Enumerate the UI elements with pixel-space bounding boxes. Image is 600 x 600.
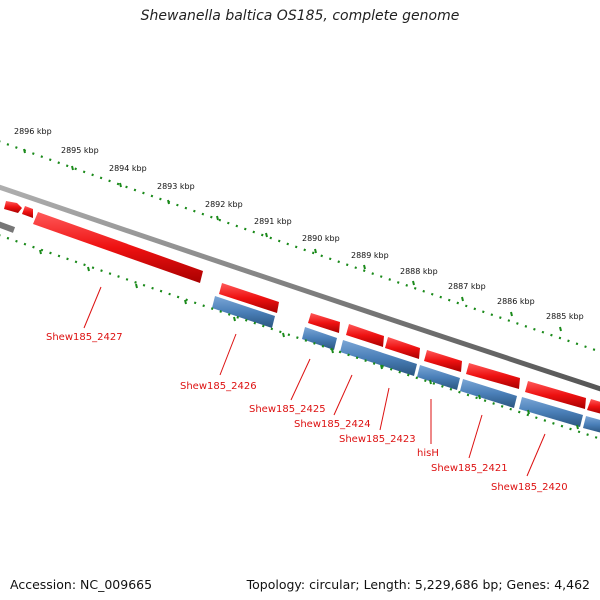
gene-leader-lines bbox=[83, 286, 546, 477]
ruler-labels: 2896 kbp 2895 kbp 2894 kbp 2893 kbp 2892… bbox=[14, 127, 584, 321]
genome-summary-text: Topology: circular; Length: 5,229,686 bp… bbox=[246, 577, 590, 592]
forward-gene-block bbox=[424, 350, 462, 372]
forward-genes bbox=[4, 201, 600, 414]
reverse-gene-block bbox=[340, 340, 417, 376]
reverse-gene-block bbox=[212, 296, 275, 328]
ruler-label: 2887 kbp bbox=[448, 282, 486, 291]
gene-label: Shew185_2426 bbox=[180, 381, 257, 392]
forward-gene-block bbox=[385, 337, 420, 359]
ruler-label: 2892 kbp bbox=[205, 200, 243, 209]
ruler-label: 2894 kbp bbox=[109, 164, 147, 173]
gene-label: Shew185_2427 bbox=[46, 332, 123, 343]
ruler-label: 2889 kbp bbox=[351, 251, 389, 260]
genome-title: Shewanella baltica OS185, complete genom… bbox=[140, 8, 460, 24]
accession-text: Accession: NC_009665 bbox=[10, 577, 153, 592]
ruler-label: 2886 kbp bbox=[497, 297, 535, 306]
forward-gene-block bbox=[346, 324, 384, 347]
ruler-label: 2896 kbp bbox=[14, 127, 52, 136]
outer-tick-ring bbox=[0, 140, 600, 353]
forward-gene-block bbox=[525, 381, 586, 409]
forward-gene-block bbox=[587, 399, 600, 414]
forward-gene-block bbox=[308, 313, 340, 333]
gene-label: Shew185_2425 bbox=[249, 404, 326, 415]
reverse-genes bbox=[212, 296, 600, 433]
ruler-label: 2888 kbp bbox=[400, 267, 438, 276]
gene-labels: Shew185_2427 Shew185_2426 Shew185_2425 S… bbox=[46, 332, 568, 493]
ruler-label: 2893 kbp bbox=[157, 182, 195, 191]
gene-label: Shew185_2424 bbox=[294, 419, 371, 430]
reverse-gene-block bbox=[519, 397, 583, 427]
ruler-label: 2885 kbp bbox=[546, 312, 584, 321]
reverse-gene-block bbox=[583, 416, 600, 433]
ruler-label: 2891 kbp bbox=[254, 217, 292, 226]
reverse-gene-block bbox=[302, 327, 337, 350]
gene-label: Shew185_2423 bbox=[339, 434, 416, 445]
forward-gene-block bbox=[33, 212, 203, 283]
forward-gene-block bbox=[466, 363, 520, 389]
genome-backbone bbox=[0, 184, 600, 392]
forward-gene-block bbox=[219, 283, 279, 313]
reverse-gene-block bbox=[460, 379, 517, 408]
gene-label: Shew185_2421 bbox=[431, 463, 508, 474]
forward-gene-block bbox=[22, 206, 33, 218]
gene-label: hisH bbox=[417, 448, 439, 459]
outer-major-ticks bbox=[23, 148, 562, 332]
gene-label: Shew185_2420 bbox=[491, 482, 568, 493]
forward-gene-block bbox=[4, 201, 22, 213]
backbone-left-stub bbox=[0, 221, 16, 233]
ruler-label: 2895 kbp bbox=[61, 146, 99, 155]
inner-major-ticks bbox=[39, 249, 579, 430]
ruler-label: 2890 kbp bbox=[302, 234, 340, 243]
reverse-gene-block bbox=[417, 365, 460, 390]
